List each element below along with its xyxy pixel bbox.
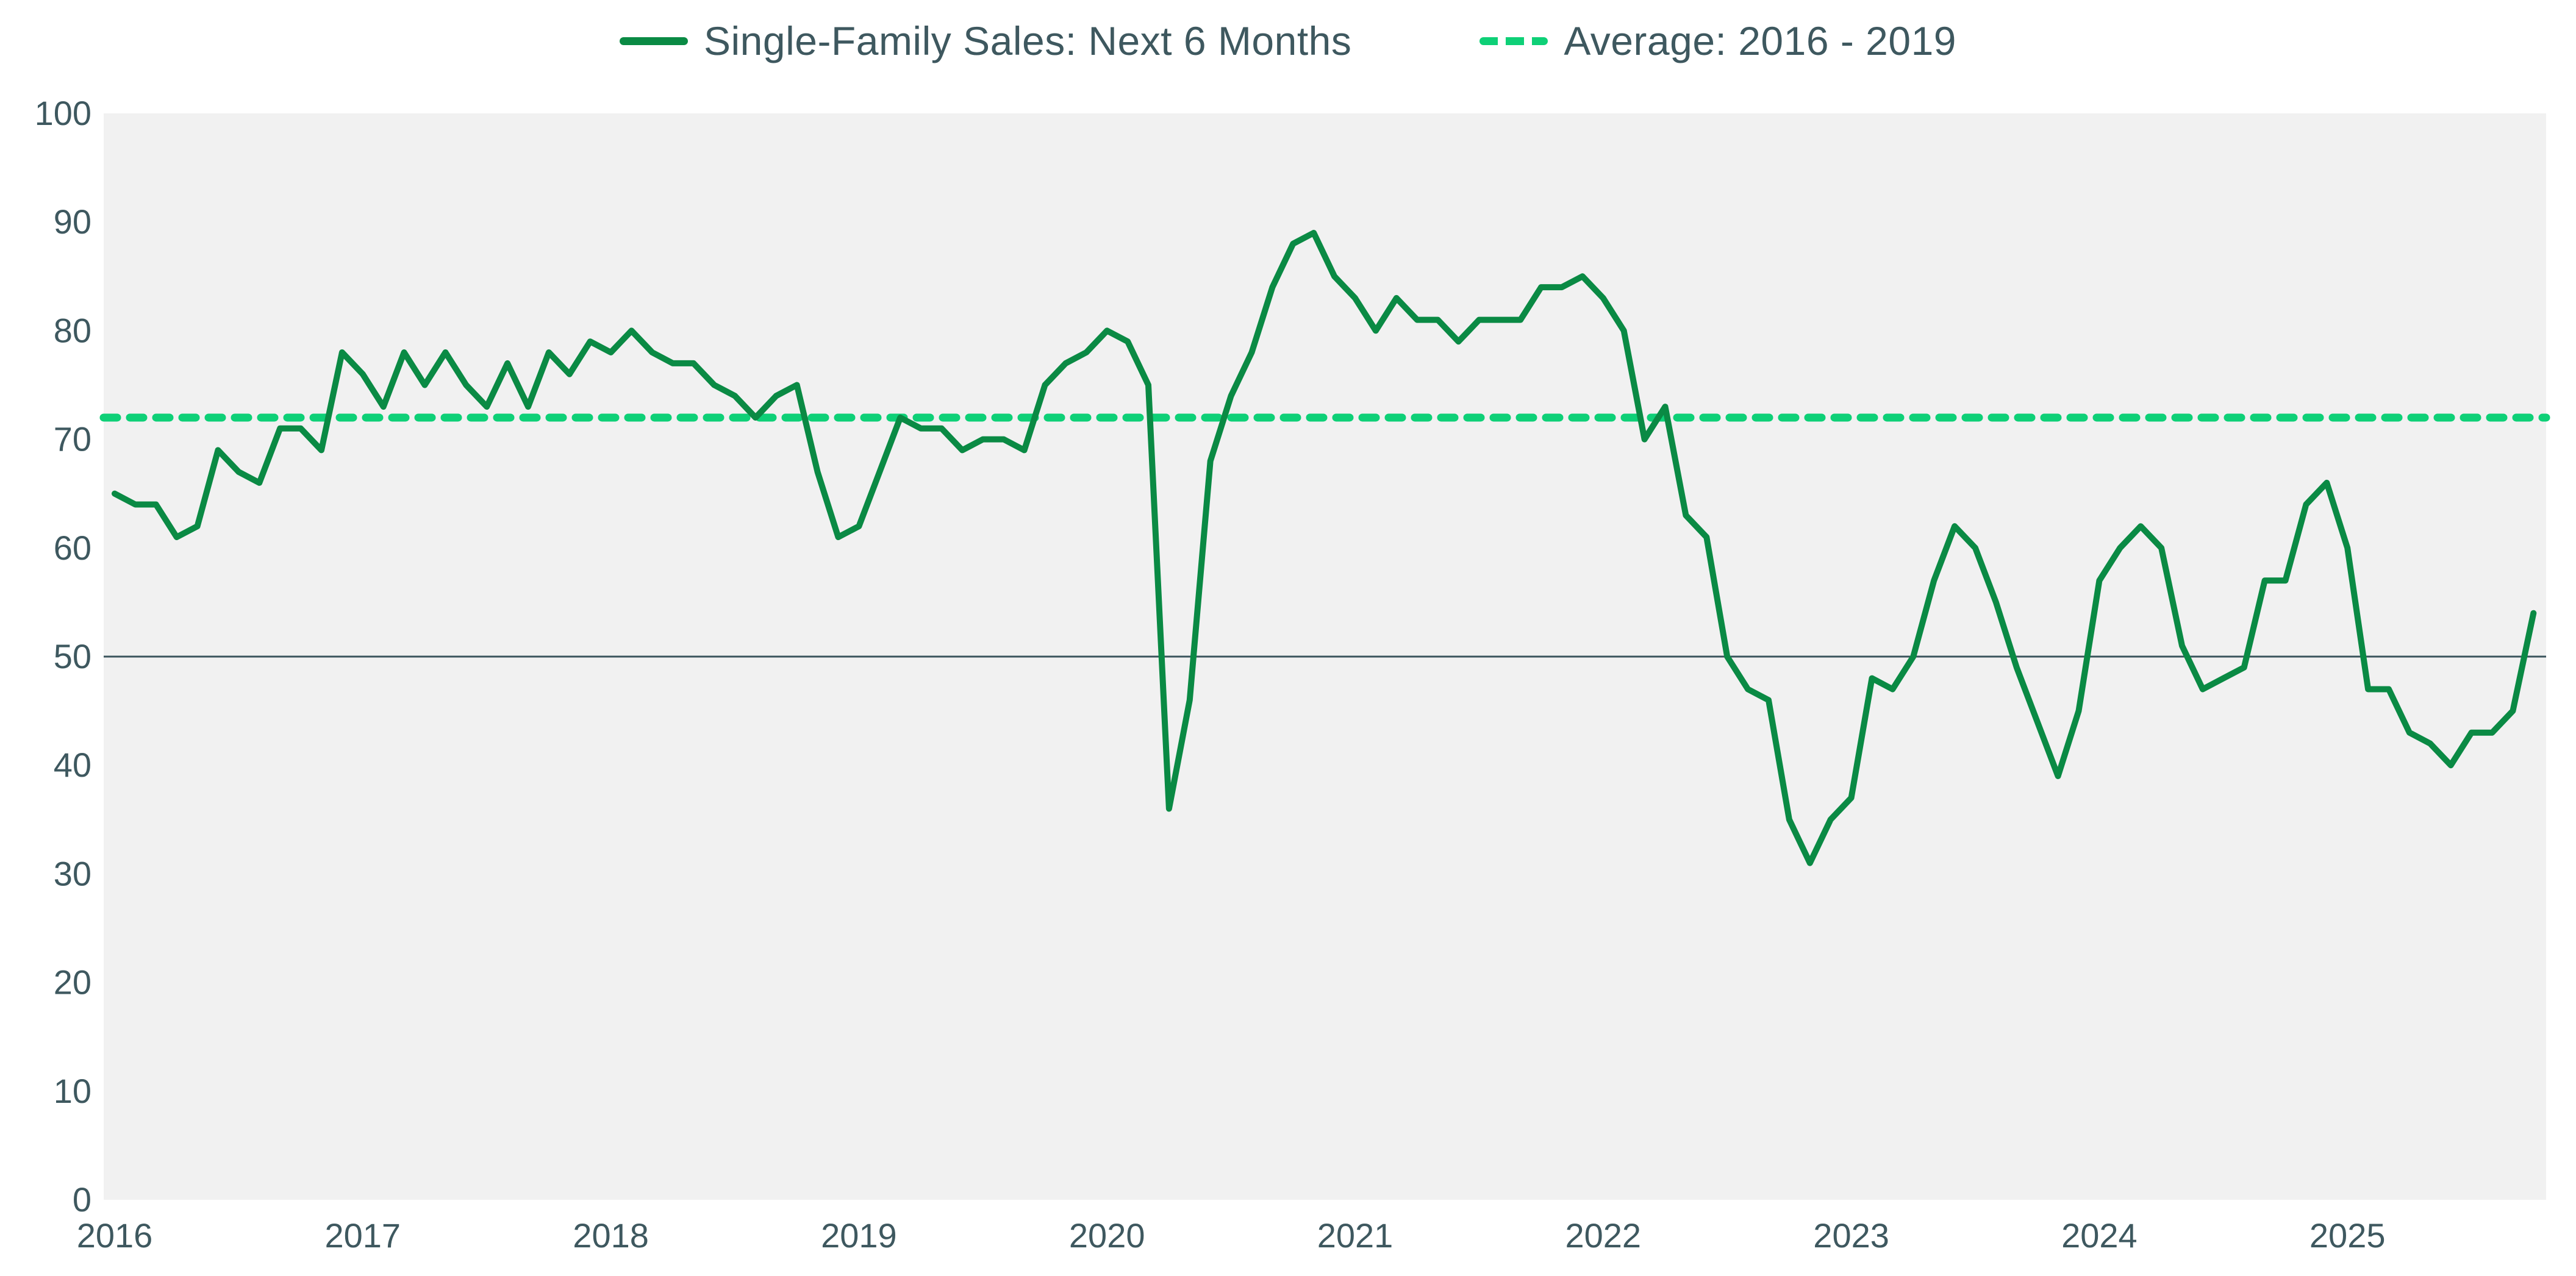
y-axis-label: 80 (54, 311, 91, 349)
legend-item-sales: Single-Family Sales: Next 6 Months (619, 18, 1352, 64)
x-axis-label: 2023 (1813, 1216, 1889, 1255)
y-axis-label: 20 (54, 963, 91, 1002)
y-axis-label: 40 (54, 746, 91, 784)
y-axis-label: 30 (54, 854, 91, 893)
y-axis-label: 50 (54, 637, 91, 675)
x-axis-label: 2021 (1317, 1216, 1394, 1255)
x-axis-label: 2017 (325, 1216, 401, 1255)
y-axis-label: 100 (35, 94, 91, 132)
dashed-line-swatch-icon (1479, 37, 1548, 45)
x-axis-label: 2018 (573, 1216, 649, 1255)
y-axis-label: 60 (54, 529, 91, 567)
solid-line-swatch-icon (619, 37, 688, 45)
legend-item-average: Average: 2016 - 2019 (1479, 18, 1956, 64)
y-axis-label: 70 (54, 420, 91, 458)
x-axis-label: 2024 (2061, 1216, 2138, 1255)
x-axis-label: 2016 (77, 1216, 153, 1255)
y-axis-label: 90 (54, 202, 91, 241)
x-axis-label: 2025 (2309, 1216, 2386, 1255)
y-axis-label: 0 (73, 1180, 91, 1219)
legend: Single-Family Sales: Next 6 Months Avera… (0, 13, 2576, 68)
x-axis-label: 2022 (1565, 1216, 1642, 1255)
x-axis-label: 2019 (821, 1216, 897, 1255)
legend-label-average: Average: 2016 - 2019 (1564, 18, 1956, 63)
series-line (112, 230, 2537, 866)
legend-label-sales: Single-Family Sales: Next 6 Months (703, 18, 1352, 63)
y-axis-label: 10 (54, 1072, 91, 1110)
x-axis-label: 2020 (1069, 1216, 1145, 1255)
